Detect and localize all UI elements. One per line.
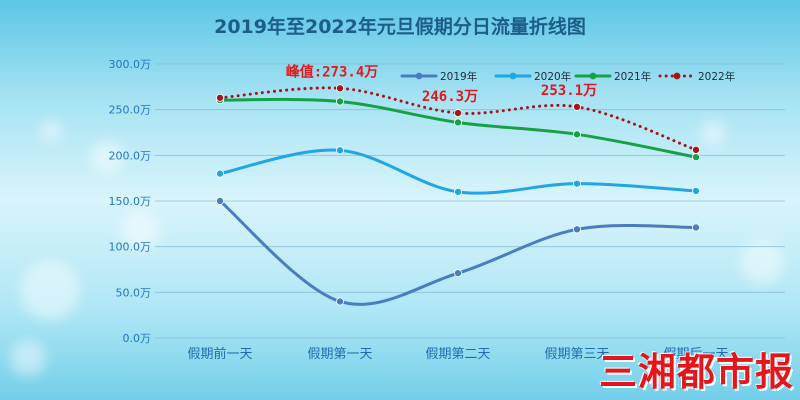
data-point <box>453 269 462 278</box>
watermark-logo: 三湘都市报 <box>598 350 794 394</box>
legend-marker <box>673 72 681 80</box>
legend-label: 2020年 <box>534 70 571 83</box>
data-point <box>573 179 582 188</box>
legend-marker <box>589 72 597 80</box>
data-point <box>453 118 462 127</box>
annotations: 峰值:273.4万 246.3万 253.1万 <box>286 63 597 105</box>
data-point <box>692 223 701 232</box>
legend-label: 2019年 <box>440 70 477 83</box>
bokeh-decoration <box>700 120 726 146</box>
chart-title: 2019年至2022年元旦假期分日流量折线图 <box>214 15 586 38</box>
series-line-2020年 <box>218 148 698 195</box>
data-point <box>215 169 224 178</box>
y-tick-label: 100.0万 <box>109 241 152 254</box>
axes: 0.0万 50.0万 100.0万 150.0万 200.0万 250.0万 300.0万假… <box>109 58 729 362</box>
bokeh-decoration <box>40 120 62 142</box>
x-tick-label: 假期前一天 <box>187 346 252 362</box>
data-point <box>573 225 582 234</box>
data-point <box>692 186 701 195</box>
bokeh-decoration <box>20 260 80 320</box>
data-label: 峰值:273.4万 <box>286 63 379 80</box>
y-tick-label: 250.0万 <box>109 104 152 117</box>
x-tick-label: 假期第一天 <box>307 347 372 362</box>
data-point <box>692 145 701 154</box>
data-point <box>335 84 344 93</box>
series-line-2022年 <box>218 86 698 152</box>
y-tick-label: 150.0万 <box>109 195 152 208</box>
legend-marker <box>415 72 423 80</box>
y-tick-label: 0.0万 <box>123 332 152 345</box>
x-tick-label: 假期后一天 <box>663 347 728 362</box>
gridlines <box>155 63 785 339</box>
data-point <box>453 187 462 196</box>
bokeh-decoration <box>10 340 46 376</box>
series-line-2019年 <box>218 199 698 306</box>
x-tick-label: 假期第三天 <box>544 347 609 362</box>
legend-label: 2021年 <box>614 70 651 83</box>
bokeh-decoration <box>90 140 124 174</box>
data-point <box>215 93 224 102</box>
data-point <box>573 102 582 111</box>
data-point <box>335 146 344 155</box>
data-label: 246.3万 <box>422 89 478 105</box>
legend: 2019年 2020年 2021年 2022年 <box>400 70 735 83</box>
data-point <box>573 130 582 139</box>
data-label: 253.1万 <box>541 83 597 99</box>
bokeh-decoration <box>120 210 160 250</box>
data-point <box>692 153 701 162</box>
legend-label: 2022年 <box>698 70 735 83</box>
data-points <box>215 84 701 306</box>
data-point <box>335 297 344 306</box>
legend-marker <box>509 72 517 80</box>
data-point <box>335 97 344 106</box>
y-tick-label: 200.0万 <box>109 149 152 162</box>
data-point <box>215 196 224 205</box>
y-tick-label: 300.0万 <box>109 58 152 71</box>
series-line-2021年 <box>218 97 698 159</box>
y-tick-label: 50.0万 <box>116 286 152 299</box>
bokeh-decoration <box>740 240 784 284</box>
data-point <box>453 109 462 118</box>
x-tick-label: 假期第二天 <box>425 347 490 362</box>
